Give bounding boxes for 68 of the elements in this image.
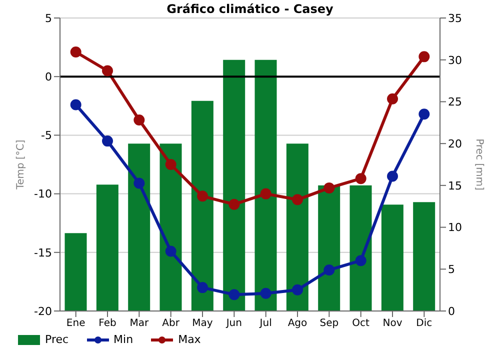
point [134, 178, 145, 189]
point [228, 198, 240, 210]
point [134, 114, 145, 126]
legend-label: Prec [44, 333, 69, 346]
point [228, 289, 240, 300]
y2-axis-title: Prec [mm] [473, 138, 484, 191]
x-tick-label: Ene [66, 318, 86, 330]
y-axis-title: Temp [°C] [16, 140, 27, 190]
x-tick-label: Ago [288, 318, 308, 330]
legend-label: Max [177, 333, 201, 346]
bar [413, 202, 436, 311]
point [260, 288, 272, 299]
x-tick-label: Jun [225, 318, 242, 330]
point [324, 264, 335, 276]
point [292, 194, 303, 206]
point [197, 190, 208, 202]
point [70, 46, 82, 58]
x-tick-label: Mar [130, 318, 150, 330]
bar [254, 60, 277, 311]
point [260, 188, 272, 200]
bar [96, 184, 118, 311]
x-tick-label: Oct [352, 318, 370, 330]
point [387, 170, 398, 182]
point [292, 284, 303, 296]
bar [350, 185, 372, 311]
y2-tick-label: 20 [448, 137, 462, 150]
x-tick-label: Dic [416, 318, 432, 330]
point [102, 136, 113, 147]
bar [223, 60, 246, 311]
bar [381, 204, 404, 311]
chart-title: Gráfico climático - Casey [166, 2, 334, 16]
y2-tick-label: 15 [448, 179, 462, 192]
legend-label: Min [112, 333, 134, 346]
point [102, 65, 113, 76]
point [324, 182, 335, 194]
y-tick-label: 5 [45, 12, 52, 25]
point [355, 255, 366, 266]
point [418, 108, 430, 120]
point [418, 51, 430, 62]
y-tick-label: -5 [41, 129, 52, 142]
x-tick-label: Nov [382, 318, 402, 330]
y-tick-label: -20 [34, 304, 52, 318]
point [355, 173, 366, 184]
point [165, 246, 176, 257]
y2-tick-label: 25 [448, 96, 462, 109]
x-tick-label: Sep [320, 318, 339, 330]
y2-tick-label: 5 [448, 263, 455, 276]
y-tick-label: -15 [34, 246, 52, 260]
y2-tick-label: 35 [448, 12, 462, 25]
y2-tick-label: 30 [448, 54, 462, 67]
point [387, 93, 398, 104]
x-tick-label: Jul [258, 318, 272, 330]
point [197, 282, 208, 294]
y2-tick-label: 10 [448, 221, 462, 234]
y-tick-label: -10 [34, 188, 52, 201]
bar [160, 144, 182, 311]
bar [286, 144, 308, 311]
x-tick-label: Feb [98, 318, 116, 330]
point [70, 99, 82, 110]
bar [191, 100, 214, 311]
bar [128, 144, 150, 311]
bar [64, 233, 87, 311]
y-tick-label: 0 [45, 70, 52, 84]
y2-tick-label: 0 [448, 304, 455, 318]
point [165, 159, 176, 170]
x-tick-label: Abr [162, 318, 180, 330]
bar [318, 185, 340, 311]
x-tick-label: May [192, 318, 213, 330]
